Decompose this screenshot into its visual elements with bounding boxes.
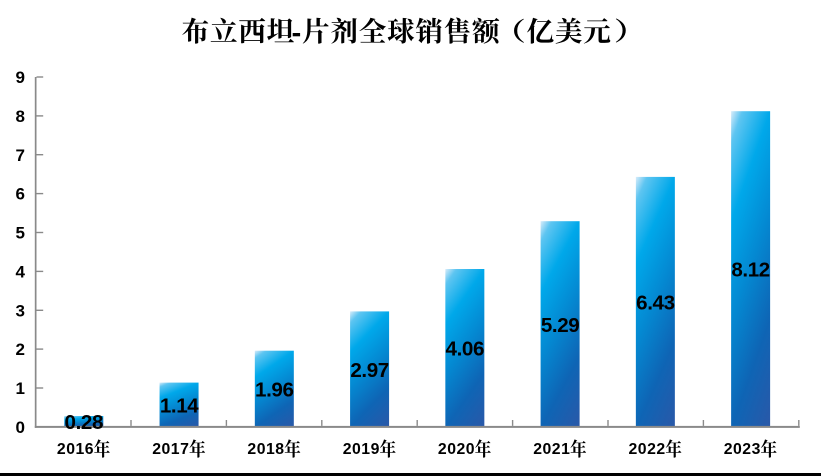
- svg-text:8.12: 8.12: [731, 259, 769, 282]
- svg-text:2016: 2016: [57, 441, 94, 458]
- svg-text:8: 8: [16, 107, 25, 126]
- svg-text:7: 7: [16, 146, 25, 165]
- svg-text:4: 4: [16, 263, 26, 282]
- svg-text:2019: 2019: [343, 441, 380, 458]
- svg-text:0: 0: [16, 418, 25, 437]
- svg-text:1.96: 1.96: [255, 379, 293, 402]
- svg-text:6: 6: [16, 185, 25, 204]
- svg-text:1: 1: [16, 379, 25, 398]
- svg-text:2017: 2017: [152, 441, 189, 458]
- svg-text:4.06: 4.06: [446, 338, 484, 361]
- svg-text:0.28: 0.28: [65, 411, 103, 434]
- svg-text:2023: 2023: [724, 441, 761, 458]
- svg-text:2.97: 2.97: [350, 359, 388, 382]
- svg-text:1.14: 1.14: [160, 394, 199, 417]
- svg-text:2022: 2022: [629, 441, 666, 458]
- svg-text:9: 9: [16, 68, 25, 87]
- svg-text:6.43: 6.43: [636, 292, 674, 315]
- svg-text:2018: 2018: [247, 441, 284, 458]
- svg-text:2: 2: [16, 340, 25, 359]
- svg-text:2021: 2021: [533, 441, 570, 458]
- svg-text:3: 3: [16, 301, 25, 320]
- svg-text:5.29: 5.29: [541, 314, 579, 337]
- svg-text:2020: 2020: [438, 441, 475, 458]
- svg-text:5: 5: [16, 224, 25, 243]
